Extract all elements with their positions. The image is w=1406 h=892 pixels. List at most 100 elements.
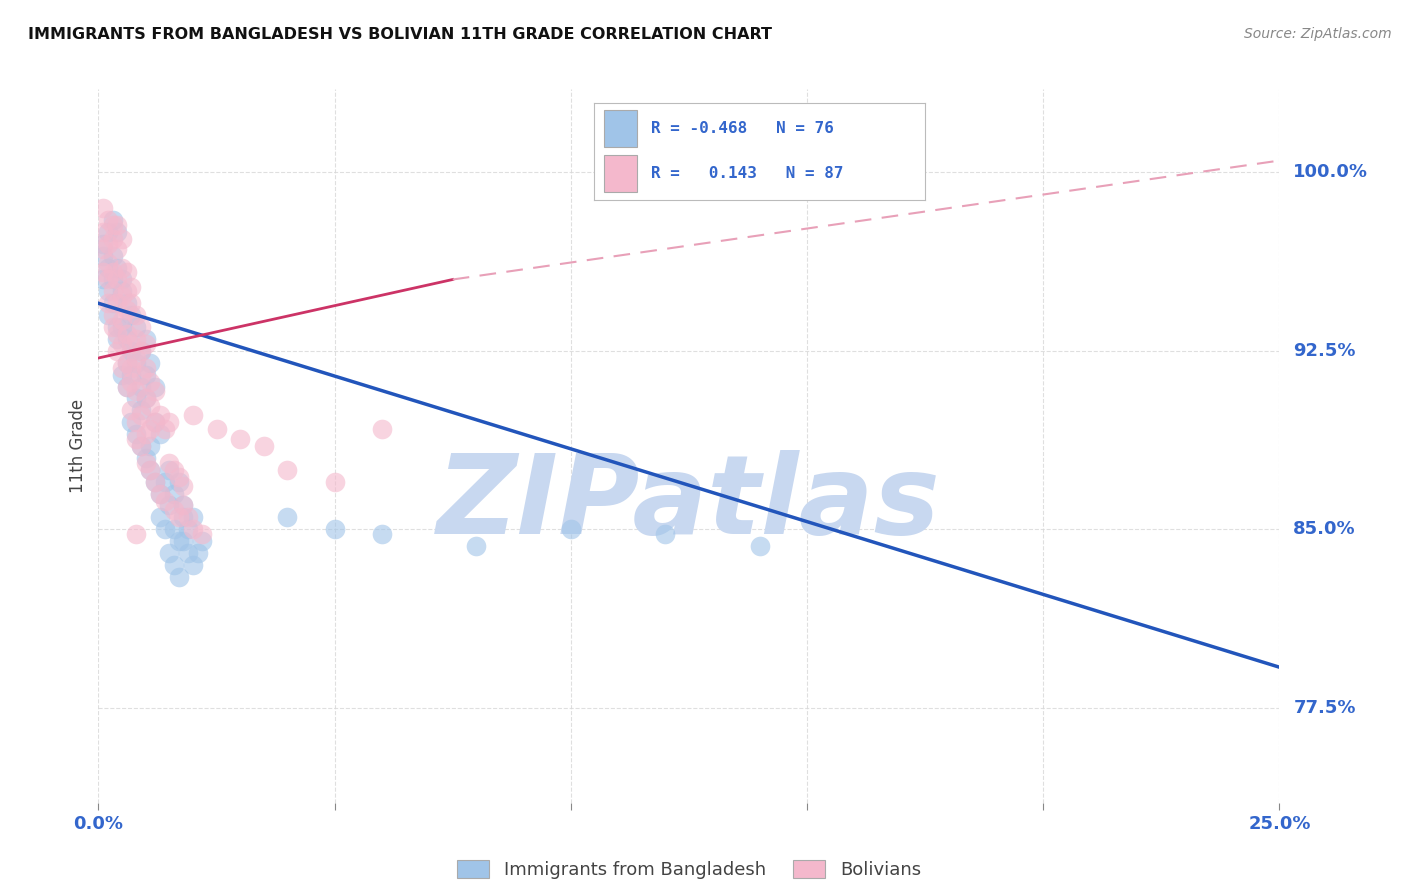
Point	[172, 510, 194, 524]
Point	[91, 236, 114, 251]
Point	[115, 303, 138, 318]
Point	[181, 408, 204, 422]
Point	[163, 522, 186, 536]
Point	[91, 225, 114, 239]
Text: 85.0%: 85.0%	[1294, 520, 1355, 538]
Point	[135, 360, 157, 375]
Point	[115, 379, 138, 393]
Point	[125, 384, 148, 399]
Point	[157, 463, 180, 477]
Point	[153, 475, 176, 489]
Point	[115, 327, 138, 342]
Point	[323, 475, 346, 489]
Point	[153, 493, 176, 508]
Point	[157, 499, 180, 513]
Point	[105, 225, 128, 239]
Point	[167, 475, 190, 489]
Point	[91, 265, 114, 279]
Point	[465, 539, 488, 553]
Point	[115, 332, 138, 346]
Point	[125, 332, 148, 346]
Point	[105, 343, 128, 358]
Point	[143, 415, 166, 429]
Point	[97, 213, 120, 227]
Point	[97, 225, 120, 239]
Point	[115, 285, 138, 299]
Point	[163, 558, 186, 572]
Point	[91, 249, 114, 263]
Point	[129, 343, 152, 358]
Point	[149, 510, 172, 524]
FancyBboxPatch shape	[605, 111, 637, 147]
Point	[167, 534, 190, 549]
Text: IMMIGRANTS FROM BANGLADESH VS BOLIVIAN 11TH GRADE CORRELATION CHART: IMMIGRANTS FROM BANGLADESH VS BOLIVIAN 1…	[28, 27, 772, 42]
Point	[153, 522, 176, 536]
Point	[121, 308, 143, 322]
Point	[125, 320, 148, 334]
Point	[129, 408, 152, 422]
Point	[560, 522, 582, 536]
Point	[143, 384, 166, 399]
Point	[181, 522, 204, 536]
Point	[125, 527, 148, 541]
Point	[181, 558, 204, 572]
Point	[91, 201, 114, 215]
Point	[115, 356, 138, 370]
Point	[135, 336, 157, 351]
Point	[111, 320, 134, 334]
Point	[143, 415, 166, 429]
Legend: Immigrants from Bangladesh, Bolivians: Immigrants from Bangladesh, Bolivians	[450, 853, 928, 887]
Point	[125, 392, 148, 406]
Point	[149, 486, 172, 500]
Text: ZIPatlas: ZIPatlas	[437, 450, 941, 557]
Point	[149, 427, 172, 442]
Point	[149, 486, 172, 500]
Point	[97, 308, 120, 322]
Text: 92.5%: 92.5%	[1294, 342, 1355, 359]
Point	[105, 296, 128, 310]
Point	[187, 546, 209, 560]
Point	[172, 534, 194, 549]
Point	[101, 320, 124, 334]
Text: R =   0.143   N = 87: R = 0.143 N = 87	[651, 166, 844, 181]
Text: R = -0.468   N = 76: R = -0.468 N = 76	[651, 121, 834, 136]
Point	[97, 256, 120, 270]
Point	[139, 375, 162, 389]
Point	[253, 439, 276, 453]
Point	[111, 360, 134, 375]
Point	[276, 510, 298, 524]
Point	[111, 289, 134, 303]
Point	[125, 415, 148, 429]
Point	[105, 320, 128, 334]
Point	[91, 272, 114, 286]
FancyBboxPatch shape	[605, 155, 637, 192]
Point	[181, 510, 204, 524]
Point	[139, 422, 162, 436]
Point	[143, 475, 166, 489]
Point	[177, 546, 200, 560]
Point	[121, 343, 143, 358]
Text: Source: ZipAtlas.com: Source: ZipAtlas.com	[1244, 27, 1392, 41]
Point	[139, 463, 162, 477]
Point	[115, 296, 138, 310]
Point	[111, 368, 134, 382]
Point	[97, 296, 120, 310]
Point	[143, 379, 166, 393]
Point	[191, 534, 214, 549]
Point	[323, 522, 346, 536]
Text: 77.5%: 77.5%	[1294, 698, 1355, 716]
Point	[111, 313, 134, 327]
Point	[748, 539, 770, 553]
Point	[111, 285, 134, 299]
Point	[129, 439, 152, 453]
Point	[191, 527, 214, 541]
Point	[115, 379, 138, 393]
Point	[101, 265, 124, 279]
Point	[121, 360, 143, 375]
Point	[111, 260, 134, 275]
Point	[101, 218, 124, 232]
Point	[143, 475, 166, 489]
Point	[157, 415, 180, 429]
Point	[172, 499, 194, 513]
Point	[97, 260, 120, 275]
